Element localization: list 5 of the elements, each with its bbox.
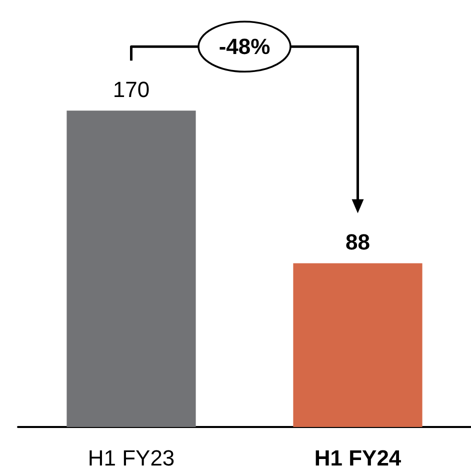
x-tick-label: H1 FY24 [314,446,402,470]
x-tick-label: H1 FY23 [88,446,175,470]
data-label: 88 [346,230,370,255]
data-label: 170 [112,77,150,102]
text: -48% [218,34,270,60]
